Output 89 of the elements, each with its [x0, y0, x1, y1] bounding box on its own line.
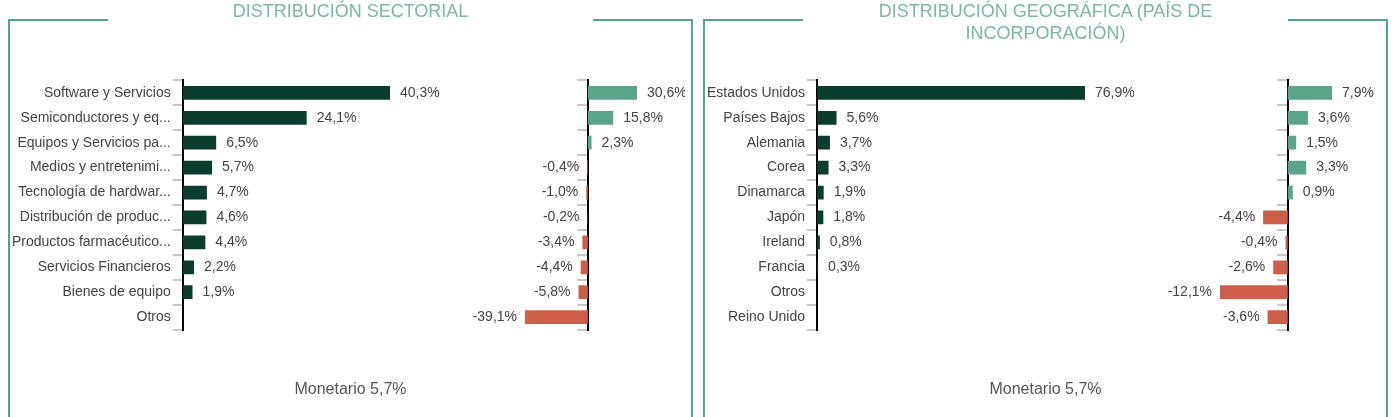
data-label: -1,0%	[541, 183, 579, 200]
data-label: 6,5%	[226, 133, 259, 150]
bar	[578, 285, 588, 300]
bar	[1220, 285, 1288, 300]
chart-title: DISTRIBUCIÓN GEOGRÁFICA (PAÍS DE INCORPORACIÓN)	[803, 0, 1288, 44]
data-label: 4,6%	[216, 208, 249, 225]
data-label: -0,4%	[1240, 233, 1278, 250]
y-tick-label: Otros	[136, 308, 171, 324]
data-label: -3,6%	[1223, 308, 1260, 324]
bar	[587, 86, 637, 100]
bar	[182, 86, 390, 100]
data-label: 2,3%	[601, 133, 634, 150]
text: Monetario 5,7%	[293, 380, 408, 398]
y-tick-label: Equipos y Servicios pa...	[17, 133, 171, 150]
y-tick-label: Tecnología de hardwar...	[18, 183, 171, 200]
data-label: -4,4%	[1218, 208, 1256, 225]
data-label: 2,2%	[204, 258, 236, 275]
data-label: -0,4%	[542, 158, 580, 175]
y-tick-label: Corea	[766, 158, 806, 175]
data-label: -39,1%	[472, 308, 517, 324]
y-tick-label: Alemania	[746, 133, 806, 150]
bar	[1287, 160, 1307, 175]
y-tick-label: Japón	[766, 208, 806, 225]
data-label: -3,4%	[537, 233, 575, 250]
data-label: 3,3%	[1316, 158, 1349, 175]
data-label: 40,3%	[400, 83, 440, 100]
bar	[1287, 185, 1293, 200]
bar	[1273, 260, 1288, 275]
data-label: 1,9%	[833, 183, 866, 200]
data-label: 0,3%	[828, 258, 861, 275]
data-label: 0,9%	[1302, 183, 1335, 200]
y-tick-label: Servicios Financieros	[37, 258, 171, 275]
data-label: 0,8%	[829, 233, 862, 250]
bar	[182, 110, 307, 125]
bar	[182, 185, 207, 200]
y-tick-label: Distribución de produc...	[19, 208, 171, 225]
bar	[182, 285, 193, 300]
bar	[817, 135, 830, 150]
data-label: 1,9%	[202, 283, 235, 300]
y-tick-label: Dinamarca	[737, 183, 806, 200]
data-label: 3,3%	[838, 158, 871, 175]
bar	[1267, 310, 1288, 324]
bar	[587, 135, 592, 150]
y-tick-label: Productos farmacéutico...	[11, 233, 171, 250]
bar	[580, 260, 588, 275]
bar	[1287, 86, 1332, 100]
y-tick-label: Software y Servicios	[43, 83, 171, 100]
y-tick-label: Bienes de equipo	[62, 283, 171, 300]
y-tick-label: Reino Unido	[727, 308, 806, 324]
data-label: 4,7%	[216, 183, 249, 200]
data-label: -4,4%	[536, 258, 573, 275]
data-label: 5,7%	[222, 158, 254, 175]
data-label: -12,1%	[1167, 283, 1212, 300]
bar	[1287, 110, 1308, 125]
data-label: 4,4%	[215, 233, 248, 250]
bar	[182, 260, 195, 275]
bar	[1287, 135, 1297, 150]
y-tick-label: Países Bajos	[723, 108, 806, 125]
y-tick-label: Semiconductores y eq...	[20, 108, 171, 125]
data-label: 3,6%	[1317, 108, 1350, 125]
data-label: 1,5%	[1306, 133, 1339, 150]
data-label: 5,6%	[846, 108, 879, 125]
data-label: 15,8%	[623, 108, 663, 125]
data-label: 24,1%	[316, 108, 357, 125]
data-label: 3,7%	[839, 133, 872, 150]
chart-title: DISTRIBUCIÓN SECTORIAL	[108, 0, 593, 22]
y-tick-label: Francia	[758, 258, 806, 275]
bar	[1263, 210, 1288, 225]
bar	[182, 160, 213, 175]
y-tick-label: Medios y entretenimi...	[29, 158, 171, 175]
data-label: 1,8%	[833, 208, 866, 225]
y-tick-label: Ireland	[762, 233, 806, 250]
data-label: -5,8%	[533, 283, 571, 300]
bar	[582, 235, 588, 250]
bar	[587, 110, 614, 125]
bar	[182, 135, 217, 150]
bar	[182, 235, 206, 250]
data-label: 76,9%	[1095, 83, 1135, 100]
data-label: -0,2%	[542, 208, 580, 225]
bar	[817, 110, 837, 125]
y-tick-label: Otros	[770, 283, 806, 300]
bar	[817, 160, 829, 175]
text: Monetario 5,7%	[988, 380, 1103, 398]
y-tick-label: Estados Unidos	[706, 83, 806, 100]
bar	[525, 310, 588, 324]
data-label: 7,9%	[1342, 83, 1374, 100]
data-label: -2,6%	[1228, 258, 1266, 275]
bar	[817, 86, 1085, 100]
bar	[182, 210, 207, 225]
